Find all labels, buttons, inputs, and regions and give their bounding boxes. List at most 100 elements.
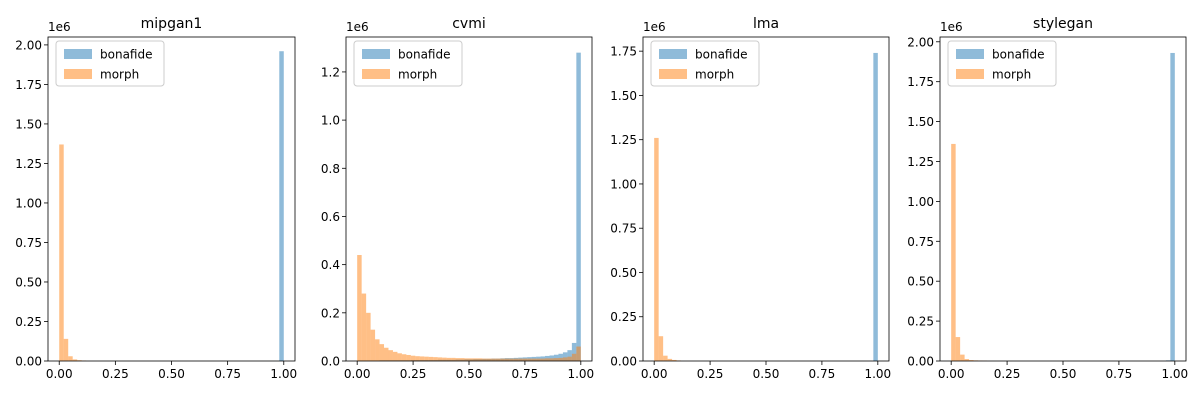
bar-morph xyxy=(527,358,532,361)
x-tick-label: 1.00 xyxy=(567,367,594,381)
chart-title: stylegan xyxy=(1033,16,1093,32)
bar-morph xyxy=(366,312,371,361)
bar-morph xyxy=(406,354,411,361)
x-tick-label: 0.00 xyxy=(938,367,965,381)
bar-bonafide xyxy=(558,353,563,361)
y-tick-label: 1.75 xyxy=(15,78,42,92)
legend-label: bonafide xyxy=(100,48,152,62)
bar-morph xyxy=(531,358,537,361)
bar-morph xyxy=(567,356,572,361)
bar-morph xyxy=(451,357,456,361)
chart-title: mipgan1 xyxy=(141,16,203,32)
bar-morph xyxy=(375,339,380,361)
y-tick-label: 0.00 xyxy=(907,355,934,369)
bar-morph xyxy=(477,358,483,361)
x-tick-label: 0.25 xyxy=(102,367,129,381)
x-tick-label: 0.75 xyxy=(512,367,539,381)
y-tick-label: 0.25 xyxy=(610,310,637,324)
bar-morph xyxy=(68,356,73,361)
y-tick-label: 1.0 xyxy=(321,114,340,128)
bar-bonafide xyxy=(562,352,568,361)
legend-swatch-bonafide xyxy=(362,49,390,59)
bar-morph xyxy=(446,357,452,361)
bar-morph xyxy=(518,358,523,361)
bar-morph xyxy=(428,356,434,361)
bar-morph xyxy=(960,354,965,361)
bar-morph xyxy=(401,354,407,361)
y-tick-label: 0.25 xyxy=(15,315,42,329)
legend-label: morph xyxy=(695,68,734,82)
bar-morph xyxy=(522,358,528,361)
y-tick-label: 1.75 xyxy=(610,45,637,59)
y-tick-label: 0.00 xyxy=(610,355,637,369)
bar-bonafide xyxy=(567,350,572,361)
bar-morph xyxy=(969,360,974,361)
legend-label: bonafide xyxy=(992,48,1044,62)
bar-morph xyxy=(388,350,393,361)
y-tick-label: 0.75 xyxy=(907,235,934,249)
bar-morph xyxy=(437,357,443,361)
x-tick-label: 0.25 xyxy=(400,367,427,381)
bar-morph xyxy=(63,338,69,361)
bar-morph xyxy=(415,356,420,361)
bar-morph xyxy=(455,358,461,361)
y-tick-label: 0.2 xyxy=(321,306,340,320)
bar-morph xyxy=(491,358,496,361)
legend-label: morph xyxy=(398,68,437,82)
bar-morph xyxy=(504,358,510,361)
bar-morph xyxy=(658,336,664,361)
bar-bonafide xyxy=(571,342,577,361)
y-tick-label: 1.75 xyxy=(907,75,934,89)
x-tick-label: 0.50 xyxy=(753,367,780,381)
bar-bonafide xyxy=(576,52,581,362)
bar-morph xyxy=(562,357,568,361)
bar-morph xyxy=(473,358,478,361)
bar-bonafide xyxy=(549,355,554,361)
y-tick-label: 0.8 xyxy=(321,162,340,176)
bar-morph xyxy=(955,337,961,361)
bar-morph xyxy=(370,329,376,361)
bar-morph xyxy=(460,358,465,361)
bar-morph xyxy=(433,357,438,361)
bar-morph xyxy=(558,357,563,361)
legend-swatch-bonafide xyxy=(659,49,687,59)
bar-morph xyxy=(392,351,398,361)
bar-morph xyxy=(482,358,487,361)
x-tick-label: 1.00 xyxy=(1161,367,1188,381)
bar-morph xyxy=(424,356,429,361)
y-tick-label: 1.25 xyxy=(610,133,637,147)
x-tick-label: 0.25 xyxy=(697,367,724,381)
bar-morph xyxy=(663,355,668,361)
bar-morph xyxy=(384,347,389,361)
bar-morph xyxy=(495,358,501,361)
bar-morph xyxy=(357,255,362,361)
bar-morph xyxy=(553,358,559,361)
x-tick-label: 0.75 xyxy=(1106,367,1133,381)
y-tick-label: 0.50 xyxy=(907,275,934,289)
bar-morph xyxy=(464,358,469,361)
legend-label: morph xyxy=(100,68,139,82)
x-tick-label: 0.75 xyxy=(214,367,241,381)
x-tick-label: 0.50 xyxy=(158,367,185,381)
bar-morph xyxy=(419,356,425,361)
y-tick-label: 1.25 xyxy=(907,155,934,169)
y-offset-label: 1e6 xyxy=(48,20,71,34)
bar-morph xyxy=(509,358,514,361)
bar-morph xyxy=(486,358,492,361)
chart-title: cvmi xyxy=(452,16,486,32)
y-tick-label: 0.6 xyxy=(321,210,340,224)
y-tick-label: 0.50 xyxy=(610,266,637,280)
bar-morph xyxy=(442,357,447,361)
bar-bonafide xyxy=(553,354,559,361)
y-tick-label: 1.00 xyxy=(907,195,934,209)
x-tick-label: 1.00 xyxy=(270,367,297,381)
bar-morph xyxy=(571,353,577,361)
y-tick-label: 1.00 xyxy=(610,177,637,191)
y-tick-label: 0.4 xyxy=(321,258,340,272)
y-offset-label: 1e6 xyxy=(346,20,369,34)
legend-label: bonafide xyxy=(398,48,450,62)
y-tick-label: 1.25 xyxy=(15,157,42,171)
bar-morph xyxy=(672,359,677,361)
y-tick-label: 2.00 xyxy=(15,38,42,52)
bar-morph xyxy=(72,359,78,361)
